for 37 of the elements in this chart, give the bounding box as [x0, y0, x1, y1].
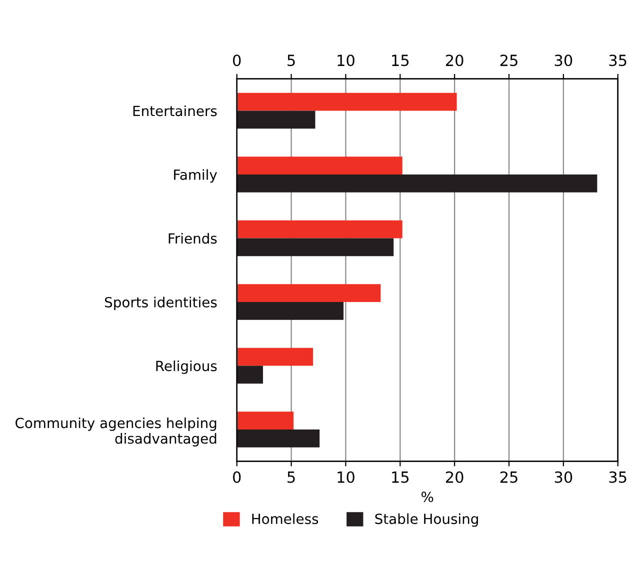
x-tick-label: 5 — [288, 472, 295, 483]
x2-tick-label: 20 — [446, 54, 464, 66]
y-tick-label: Entertainers — [133, 105, 217, 116]
legend-label: Stable Housing — [375, 513, 478, 527]
x2-tick-label: 0 — [233, 54, 241, 66]
x-tick-label: 35 — [609, 471, 626, 483]
y-tick-label: Sports identities — [104, 296, 217, 310]
x-tick-label: 10 — [338, 471, 354, 483]
bar — [236, 110, 316, 129]
x2-tick-label: 10 — [338, 54, 354, 66]
bar — [236, 366, 263, 384]
x-tick-label: 25 — [500, 471, 518, 483]
legend-label: Homeless — [252, 513, 318, 524]
y-tick-label: Friends — [168, 232, 217, 244]
bar — [236, 302, 344, 320]
y-tick-label: Family — [174, 169, 217, 183]
bar — [236, 174, 598, 192]
bar — [236, 220, 402, 238]
bar — [236, 238, 394, 256]
x2-tick-label: 30 — [554, 54, 572, 66]
bar — [236, 156, 402, 174]
bar — [236, 92, 457, 111]
x-axis-title: % — [422, 492, 434, 502]
x-tick-label: 15 — [392, 472, 409, 483]
bar — [236, 284, 381, 302]
x2-tick-label: 25 — [500, 54, 518, 66]
x-tick-label: 30 — [554, 471, 572, 483]
y-tick-label: Religious — [156, 360, 217, 374]
x2-tick-label: 35 — [609, 54, 626, 66]
bar — [236, 429, 320, 448]
x2-tick-label: 5 — [288, 54, 295, 66]
bar — [236, 348, 314, 366]
x-tick-label: 20 — [446, 471, 464, 483]
x2-tick-label: 15 — [392, 54, 409, 66]
y-tick-label: Community agencies helping disadvantaged — [16, 417, 216, 446]
bar — [236, 412, 294, 430]
x-tick-label: 0 — [233, 471, 241, 483]
